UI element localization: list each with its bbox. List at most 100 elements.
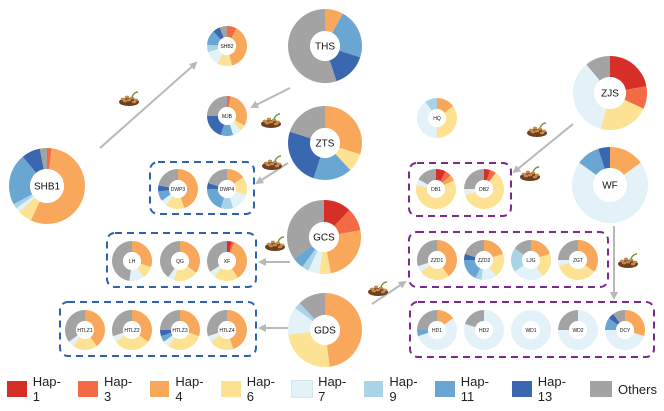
slice-htlz4-hap-4 xyxy=(227,310,247,350)
donut-hole-zgt xyxy=(569,251,587,269)
donut-label-dcy: DCY xyxy=(620,328,631,334)
donut-label-zjs: ZJS xyxy=(601,89,619,100)
slice-ljg-hap-7 xyxy=(514,265,543,280)
donut-hole-xf xyxy=(218,252,236,270)
slice-hd1-hap-4 xyxy=(437,310,454,325)
legend-swatch xyxy=(363,381,384,397)
slice-zjs-hap-7 xyxy=(572,64,607,129)
slice-db1-hap-1 xyxy=(436,169,446,182)
slice-hq-hap-6 xyxy=(437,106,457,138)
donut-label-gcs: GCS xyxy=(313,233,335,244)
slice-zjs-hap-6 xyxy=(600,99,644,130)
slice-dwp4-hap-9 xyxy=(220,197,234,209)
slice-htlz2-hap-4 xyxy=(132,310,152,342)
slice-mjb-hap-11 xyxy=(220,124,234,136)
legend-item-others: Others xyxy=(589,381,657,397)
slice-ths-hap-11 xyxy=(332,13,362,58)
donut-label-htlz4: HTLZ4 xyxy=(219,328,235,334)
slice-mjb-hap-6 xyxy=(233,120,245,131)
slice-gds-hap-4 xyxy=(325,293,362,367)
slice-zts-hap-6 xyxy=(335,147,361,170)
slice-dwp4-hap-13 xyxy=(207,182,219,189)
donut-hole-htlz4 xyxy=(218,321,236,339)
slice-htlz4-hap-7 xyxy=(207,332,220,342)
legend-label: Hap-3 xyxy=(104,374,133,404)
slice-gcs-hap-3 xyxy=(334,210,361,235)
slice-ljg-hap-9 xyxy=(511,248,524,272)
slice-qg-hap-4 xyxy=(180,241,201,273)
slice-htlz1-hap-4 xyxy=(85,310,106,347)
legend-label: Hap-13 xyxy=(537,374,566,404)
slice-htlz1-hap-6 xyxy=(73,337,97,351)
slice-ljg-others xyxy=(514,240,531,255)
seed-pile-icon xyxy=(368,281,388,296)
group-box-db xyxy=(408,162,512,217)
donut-hole-gds xyxy=(310,315,340,345)
donut-hd1: HD1 xyxy=(417,310,458,351)
arrow-zjs-db xyxy=(512,123,574,174)
slice-zzd2-hap-7 xyxy=(481,267,496,280)
legend-label: Hap-4 xyxy=(175,374,204,404)
slice-ljg-hap-4 xyxy=(531,240,551,258)
slice-gds-hap-6 xyxy=(288,331,330,367)
slice-dwp4-others xyxy=(207,169,227,187)
slice-htlz4-others xyxy=(207,310,227,337)
slice-zzd2-others xyxy=(464,240,484,258)
donut-label-wd1: WD1 xyxy=(525,328,536,334)
donut-hole-gcs xyxy=(309,222,339,252)
slice-db1-hap-6 xyxy=(416,180,456,210)
slice-shb1-others xyxy=(39,148,47,170)
donut-label-htlz1: HTLZ1 xyxy=(77,328,93,334)
slice-dwp3-hap-7 xyxy=(161,194,173,206)
donut-label-zzd1: ZZD1 xyxy=(431,258,444,264)
donut-label-qg: QG xyxy=(176,259,184,265)
seed-pile-icon xyxy=(265,236,285,251)
slice-zzd2-hap-4 xyxy=(484,240,504,258)
slice-dcy-hap-11 xyxy=(605,318,618,330)
donut-zzd2: ZZD2 xyxy=(464,240,504,280)
donut-htlz1: HTLZ1 xyxy=(64,310,106,351)
slice-wf-hap-13 xyxy=(598,147,610,169)
slice-hd1-hap-7 xyxy=(417,318,458,351)
slice-zzd2-hap-9 xyxy=(475,268,483,280)
slice-dwp4-hap-6 xyxy=(234,177,247,196)
slice-htlz1-hap-7 xyxy=(68,335,80,347)
slice-dwp4-hap-7 xyxy=(229,191,247,209)
donut-label-xf: XF xyxy=(224,259,230,265)
slice-mjb-hap-7 xyxy=(229,122,241,136)
slice-hd1-hap-11 xyxy=(417,330,429,337)
slice-dcy-others xyxy=(613,310,625,323)
slice-shb1-hap-11 xyxy=(8,156,37,205)
donut-label-lh: LH xyxy=(129,259,136,265)
donut-dwp4: DWP4 xyxy=(207,169,247,209)
slice-zzd1-hap-7 xyxy=(417,262,430,272)
slice-gcs-hap-1 xyxy=(324,200,350,227)
slice-db2-others xyxy=(464,169,484,189)
donut-hole-shb2 xyxy=(218,37,236,55)
donut-hole-dcy xyxy=(616,321,634,339)
legend-item-hap-9: Hap-9 xyxy=(363,374,421,404)
slice-shb2-hap-9 xyxy=(207,44,219,53)
donut-zzd1: ZZD1 xyxy=(417,240,457,280)
donut-label-shb2: SHB2 xyxy=(220,44,233,50)
donut-label-zzd2: ZZD2 xyxy=(478,258,491,264)
slice-hq-hap-4 xyxy=(437,98,454,113)
donut-label-ljg: LJG xyxy=(526,258,535,264)
slice-xf-others xyxy=(207,241,227,272)
donut-label-shb1: SHB1 xyxy=(34,182,61,193)
group-box-htlz xyxy=(59,301,257,357)
donut-htlz2: HTLZ2 xyxy=(111,310,152,350)
arrow-shb1-shb2 xyxy=(99,61,198,149)
donut-hole-hd2 xyxy=(475,321,493,339)
slice-qg-others xyxy=(160,241,180,278)
legend-swatch xyxy=(221,381,241,397)
slice-shb1-hap-6 xyxy=(19,197,40,221)
donut-wf: WF xyxy=(572,147,648,223)
slice-zzd1-hap-6 xyxy=(420,265,449,280)
donut-hole-htlz2 xyxy=(123,321,141,339)
slice-gds-others xyxy=(299,293,325,320)
arrow-ths-mjb xyxy=(250,87,291,108)
slice-zts-others xyxy=(289,106,325,139)
slice-dwp3-hap-4 xyxy=(178,169,199,209)
slice-mjb-hap-4 xyxy=(228,96,247,126)
